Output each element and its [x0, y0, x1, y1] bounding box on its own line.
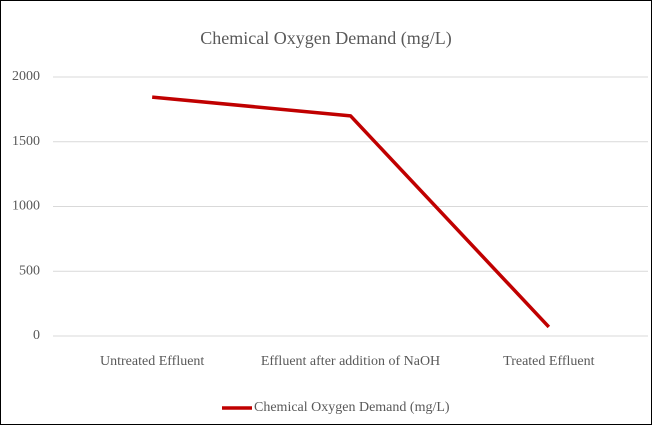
data-line: [152, 95, 551, 329]
x-tick-label: Untreated Effluent: [100, 354, 204, 369]
x-tick-label: Treated Effluent: [503, 354, 594, 369]
y-tick-label: 500: [19, 263, 40, 278]
legend-label: Chemical Oxygen Demand (mg/L): [254, 400, 450, 415]
x-tick-label: Effluent after addition of NaOH: [261, 354, 440, 369]
y-tick-label: 2000: [12, 69, 40, 84]
chart-title: Chemical Oxygen Demand (mg/L): [200, 28, 451, 49]
y-tick-label: 1500: [12, 134, 40, 149]
y-tick-label: 0: [33, 328, 40, 343]
y-tick-label: 1000: [12, 199, 40, 214]
